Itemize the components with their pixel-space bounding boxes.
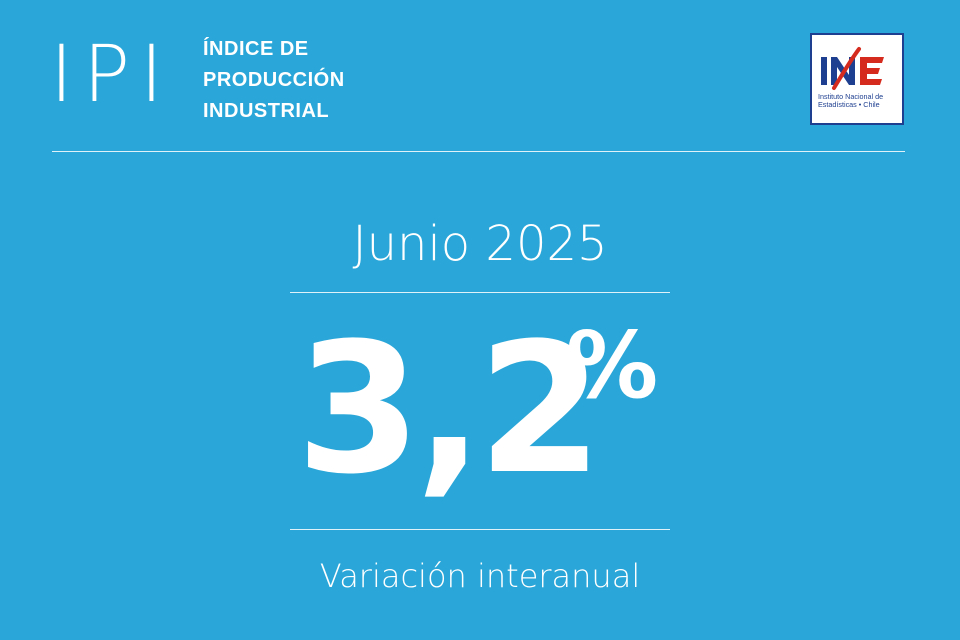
header: IPI ÍNDICE DE PRODUCCIÓN INDUSTRIAL Inst…	[0, 0, 960, 160]
header-title-line-3: INDUSTRIAL	[203, 100, 330, 122]
value-divider	[290, 529, 670, 530]
ine-logo-caption: Instituto Nacional de Estadísticas • Chi…	[818, 93, 902, 109]
ine-logo-caption-line-2: Estadísticas • Chile	[818, 100, 880, 109]
header-title-line-1: ÍNDICE DE	[203, 38, 309, 60]
ipi-mark: IPI	[50, 30, 174, 120]
ine-logo-caption-line-1: Instituto Nacional de	[818, 92, 884, 101]
ine-logo: Instituto Nacional de Estadísticas • Chi…	[810, 33, 904, 125]
header-title: ÍNDICE DE PRODUCCIÓN INDUSTRIAL	[203, 34, 345, 127]
headline-value-number: 3,2	[296, 305, 603, 514]
headline-value-unit: %	[566, 312, 659, 419]
period-divider	[290, 292, 670, 293]
headline-value: 3,2 %	[296, 310, 676, 520]
ine-logo-mark	[821, 47, 884, 90]
period-label: Junio 2025	[352, 216, 608, 272]
header-title-line-2: PRODUCCIÓN	[203, 69, 345, 91]
value-caption: Variación interanual	[319, 557, 641, 595]
header-divider	[52, 151, 905, 152]
